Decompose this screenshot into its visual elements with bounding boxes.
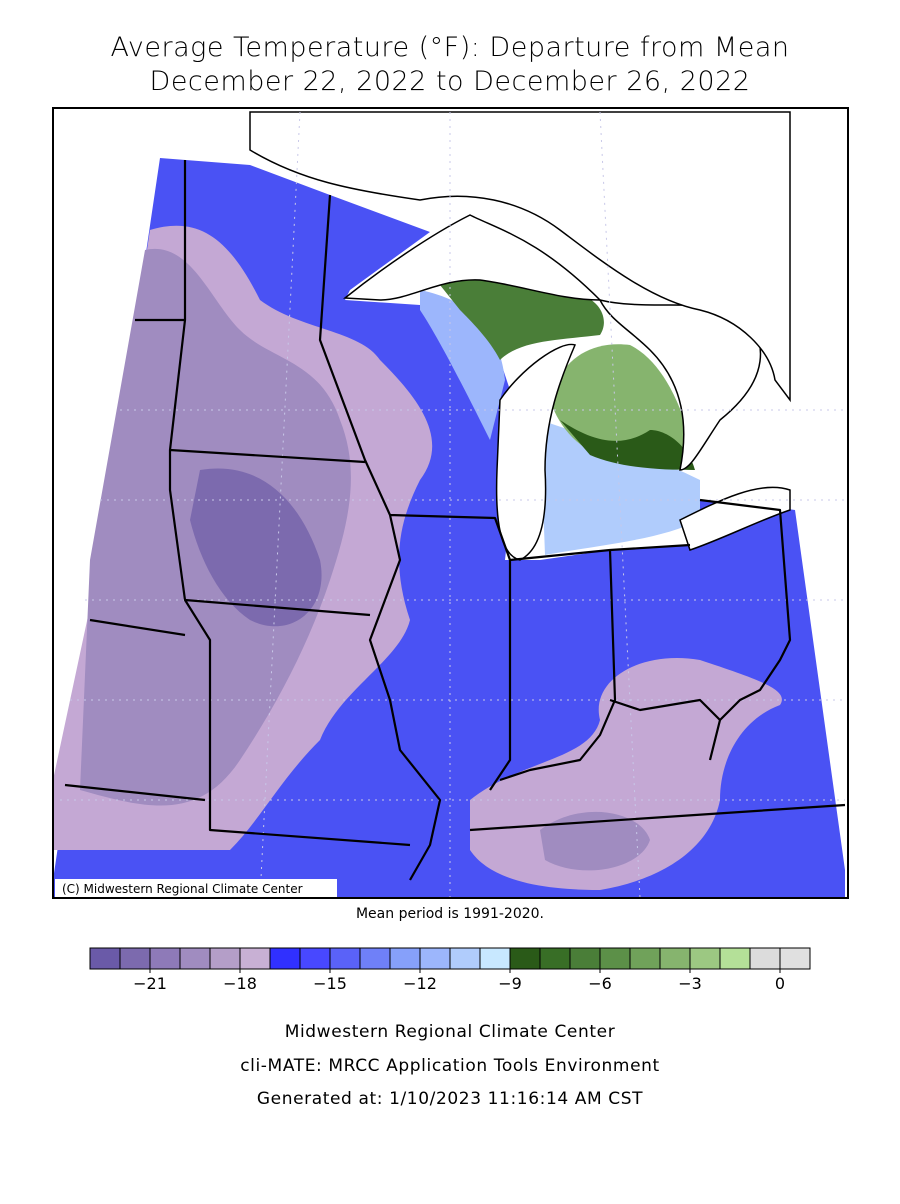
- copyright-box: [55, 879, 337, 897]
- mild-region: [540, 420, 700, 555]
- legend: −21 −18 −15 −12 −9 −6 −3 0: [89, 947, 811, 993]
- warm-region: [440, 277, 604, 360]
- legend-swatch: [89, 947, 121, 970]
- legend-swatch: [329, 947, 361, 970]
- canada: [249, 111, 791, 403]
- legend-swatch: [239, 947, 271, 970]
- legend-swatch: [509, 947, 541, 970]
- graticule: [60, 111, 845, 898]
- legend-swatch: [419, 947, 451, 970]
- legend-swatch: [389, 947, 421, 970]
- footer-line: cli-MATE: MRCC Application Tools Environ…: [240, 1056, 660, 1076]
- map-frame: [52, 107, 849, 899]
- mean-period: Mean period is 1991-2020.: [356, 906, 544, 922]
- legend-swatch: [209, 947, 241, 970]
- legend-swatch: [599, 947, 631, 970]
- legend-tick-label: −18: [223, 974, 257, 993]
- legend-tick-label: −21: [133, 974, 167, 993]
- legend-swatch: [659, 947, 691, 970]
- cold-region: [190, 468, 322, 627]
- legend-tick-label: −12: [403, 974, 437, 993]
- legend-tick-label: 0: [775, 974, 785, 993]
- legend-swatch: [149, 947, 181, 970]
- legend-swatch: [359, 947, 391, 970]
- title-line: December 22, 2022 to December 26, 2022: [150, 66, 751, 97]
- cold-region: [540, 811, 650, 871]
- legend-swatch: [269, 947, 301, 970]
- legend-swatch: [179, 947, 211, 970]
- map: (C) Midwestern Regional Climate Center: [52, 107, 849, 899]
- legend-swatch: [779, 947, 811, 970]
- title-line: Average Temperature (°F): Departure from…: [111, 32, 790, 63]
- state-line: [64, 160, 846, 881]
- legend-swatch: [569, 947, 601, 970]
- warm-region: [560, 420, 695, 470]
- legend-swatch: [539, 947, 571, 970]
- legend-swatch: [119, 947, 151, 970]
- legend-swatch: [479, 947, 511, 970]
- legend-tick-label: −3: [678, 974, 702, 993]
- legend-swatch: [719, 947, 751, 970]
- footer-line: Midwestern Regional Climate Center: [285, 1022, 616, 1042]
- copyright: (C) Midwestern Regional Climate Center: [62, 882, 303, 896]
- legend-swatch: [299, 947, 331, 970]
- legend-swatch: [689, 947, 721, 970]
- legend-tick-label: −15: [313, 974, 347, 993]
- legend-tick-label: −9: [498, 974, 522, 993]
- legend-swatch: [629, 947, 661, 970]
- legend-swatch: [449, 947, 481, 970]
- footer-line: Generated at: 1/10/2023 11:16:14 AM CST: [257, 1089, 643, 1109]
- legend-swatch: [749, 947, 781, 970]
- legend-tick-label: −6: [588, 974, 612, 993]
